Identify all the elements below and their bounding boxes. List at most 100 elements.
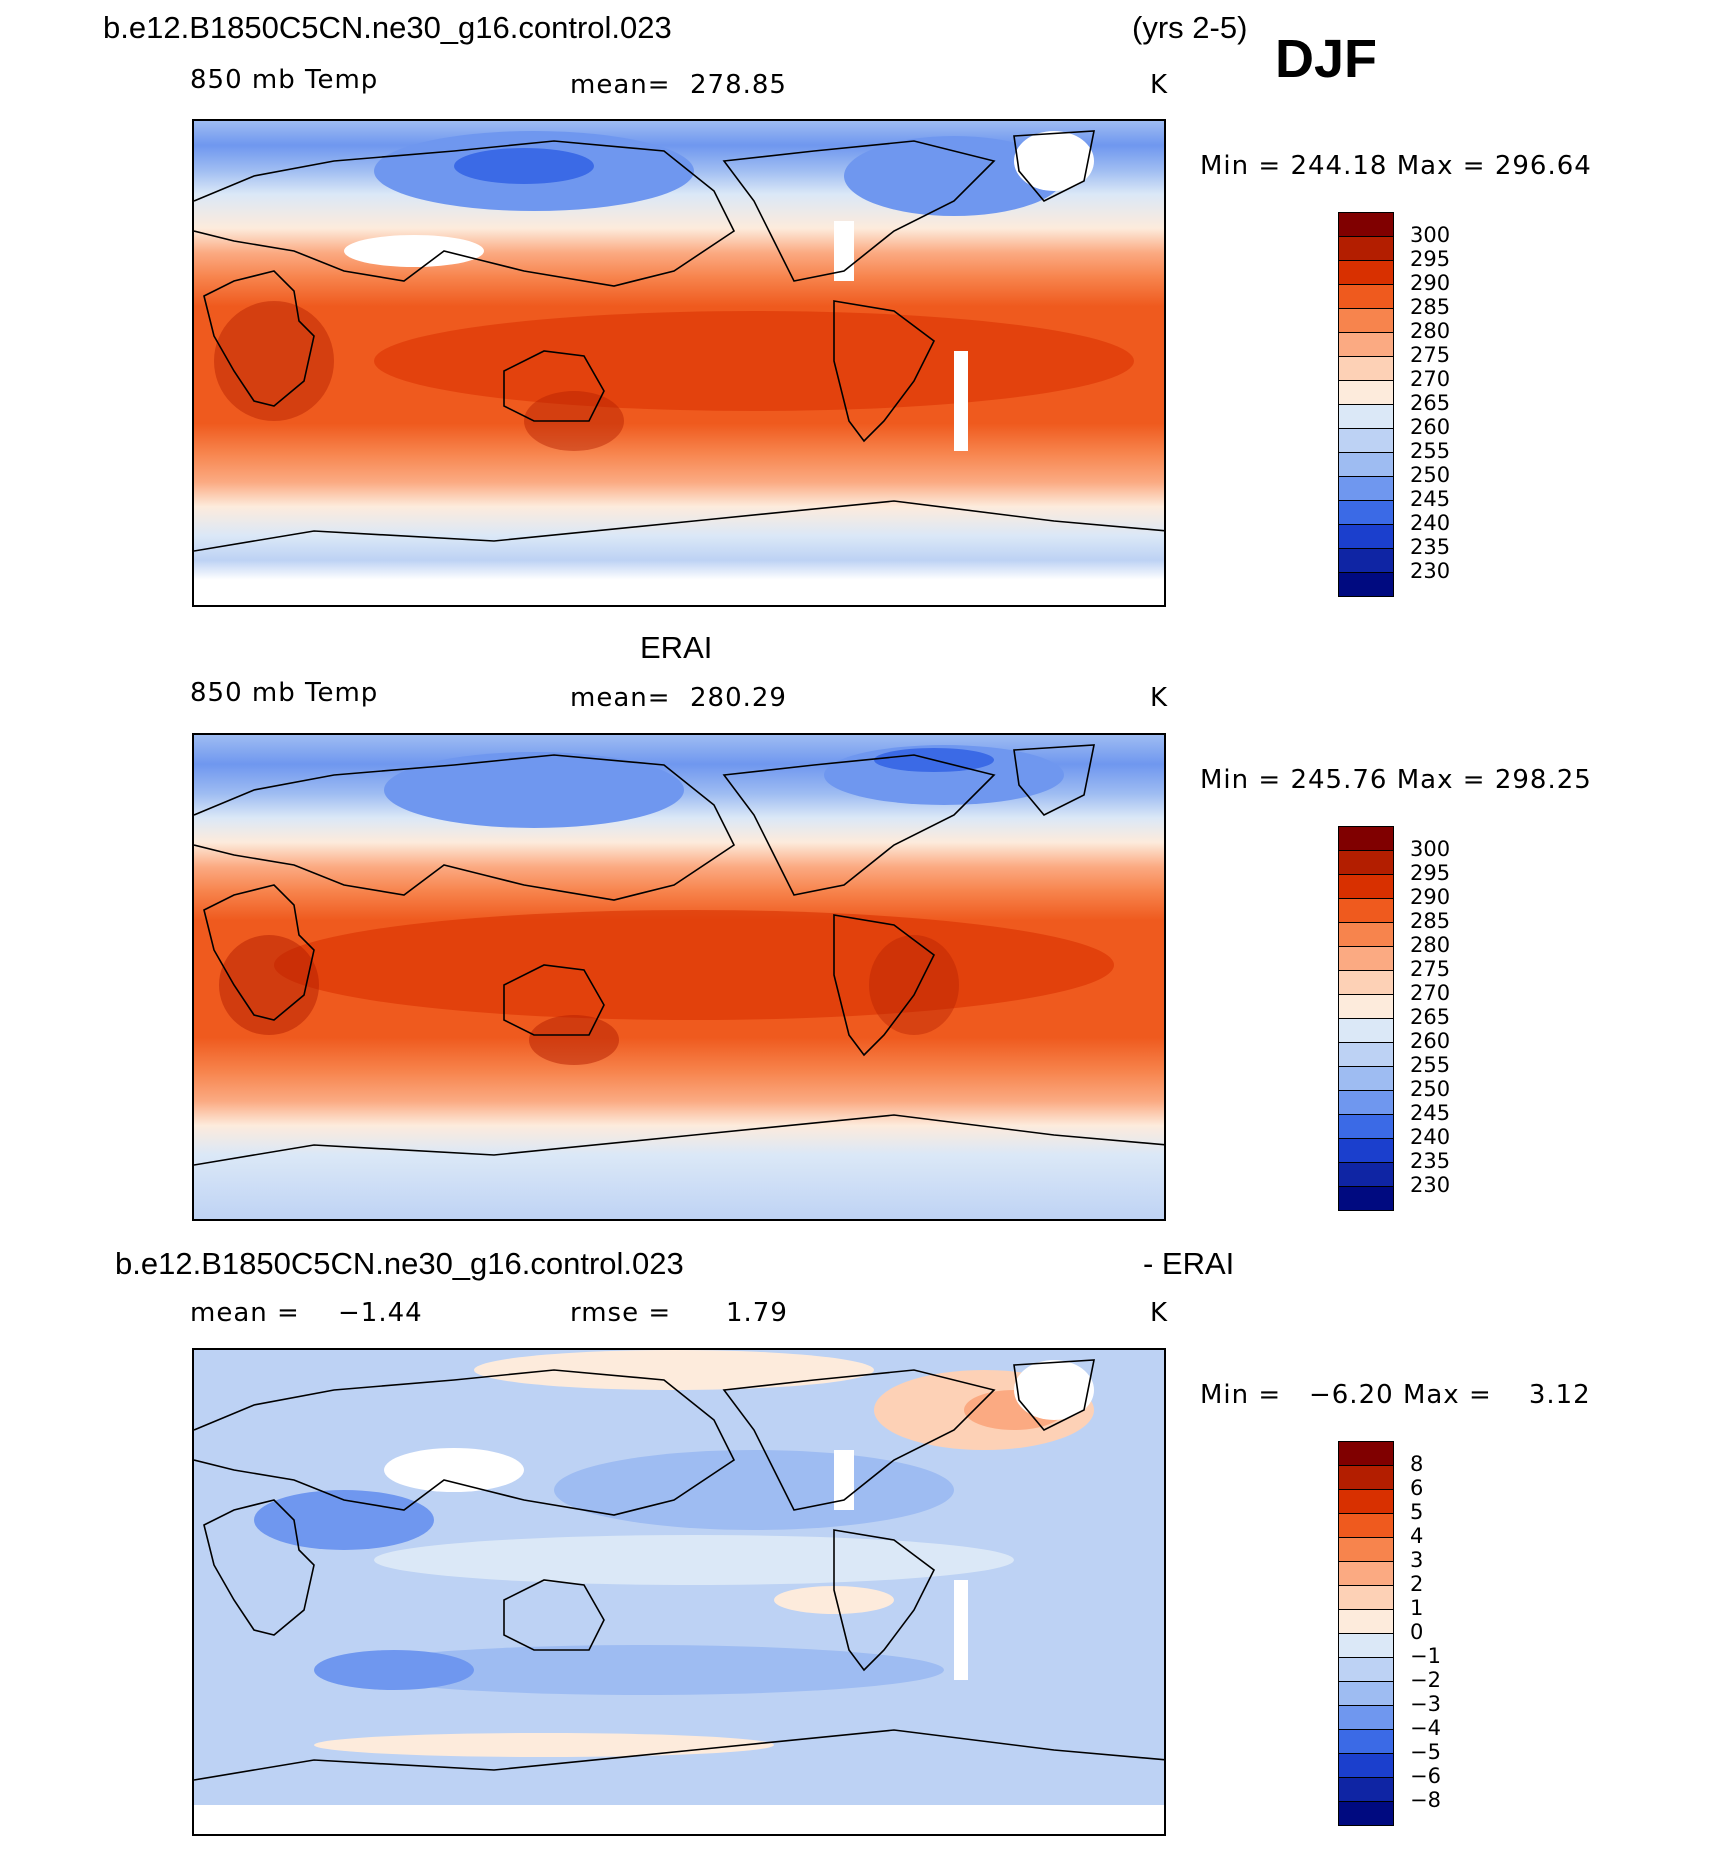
colorbar-swatch	[1338, 572, 1394, 597]
panel3-diff-arctic-warm	[474, 1350, 874, 1390]
panel3-diff-southern2	[314, 1650, 474, 1690]
panel3-diff-indian	[254, 1490, 434, 1550]
colorbar-tick-label: 290	[1410, 271, 1451, 295]
colorbar-swatch	[1338, 946, 1394, 971]
colorbar-tick-label: 1	[1410, 1596, 1424, 1620]
panel2-australia-coast	[503, 964, 605, 1036]
colorbar-tick-label: 280	[1410, 319, 1451, 343]
panel2-australia-hot	[529, 1015, 619, 1065]
panel3-max-label: Max	[1402, 1380, 1460, 1410]
colorbar-tick-label: 270	[1410, 367, 1451, 391]
colorbar-tick-label: −2	[1410, 1668, 1441, 1692]
colorbar-tick-label: 280	[1410, 933, 1451, 957]
colorbar-tick-label: −6	[1410, 1764, 1441, 1788]
panel2-minmax: Min = 245.76 Max = 298.25	[1200, 765, 1592, 795]
colorbar-swatch	[1338, 1753, 1394, 1778]
panel2-namerica-coast	[722, 754, 996, 896]
colorbar-tick-label: 230	[1410, 1173, 1451, 1197]
colorbar-swatch	[1338, 1681, 1394, 1706]
panel3-coastlines	[194, 1359, 1164, 1781]
colorbar-tick-label: 5	[1410, 1500, 1424, 1524]
years-label: (yrs 2-5)	[1132, 10, 1248, 45]
panel3-diff-southern-warm	[314, 1733, 774, 1757]
colorbar-tick-label: 275	[1410, 957, 1451, 981]
colorbar-tick-label: −5	[1410, 1740, 1441, 1764]
panel3-antarctica-coast	[194, 1729, 1164, 1781]
panel3-title-left: b.e12.B1850C5CN.ne30_g16.control.023	[115, 1246, 684, 1281]
season-label: DJF	[1275, 29, 1378, 89]
colorbar-swatch	[1338, 1138, 1394, 1163]
colorbar-tick-label: 235	[1410, 535, 1451, 559]
panel1-max-label: Max	[1396, 151, 1454, 181]
colorbar-swatch	[1338, 404, 1394, 429]
panel2-samerica-coast	[833, 914, 936, 1057]
colorbar-swatch	[1338, 1018, 1394, 1043]
panel1-min-value: 244.18	[1290, 151, 1388, 181]
colorbar-swatch	[1338, 356, 1394, 381]
panel2-africa-coast	[203, 884, 315, 1021]
panel3-africa-coast	[203, 1499, 315, 1636]
colorbar-tick-label: 6	[1410, 1476, 1424, 1500]
colorbar-tick-label: 245	[1410, 1101, 1451, 1125]
colorbar-tick-label: 260	[1410, 1029, 1451, 1053]
colorbar-tick-label: 240	[1410, 511, 1451, 535]
colorbar-tick-label: 300	[1410, 837, 1451, 861]
panel3-units: K	[1150, 1298, 1169, 1328]
colorbar-swatch	[1338, 308, 1394, 333]
colorbar-swatch	[1338, 826, 1394, 851]
colorbar-tick-label: 255	[1410, 439, 1451, 463]
panel1-australia-coast	[503, 350, 605, 422]
colorbar-swatch	[1338, 1441, 1394, 1466]
panel3-namerica-coast	[722, 1369, 996, 1511]
colorbar-swatch	[1338, 1705, 1394, 1730]
panel1-greenland-coast	[1013, 130, 1095, 202]
colorbar-tick-label: 4	[1410, 1524, 1424, 1548]
panel3-andes-missing	[954, 1580, 968, 1680]
colorbar-swatch	[1338, 428, 1394, 453]
panel2-max-label: Max	[1396, 765, 1454, 795]
colorbar-tick-label: 240	[1410, 1125, 1451, 1149]
panel1-africa-hot	[214, 301, 334, 421]
colorbar-swatch	[1338, 1114, 1394, 1139]
colorbar-swatch	[1338, 380, 1394, 405]
colorbar-tick-label: 255	[1410, 1053, 1451, 1077]
colorbar-tick-label: 295	[1410, 247, 1451, 271]
panel2-min-label: Min	[1200, 765, 1250, 795]
colorbar-swatch	[1338, 1729, 1394, 1754]
panel1-minmax: Min = 244.18 Max = 296.64	[1200, 151, 1592, 181]
colorbar-swatch	[1338, 1513, 1394, 1538]
panel1-cold-core	[454, 148, 594, 184]
colorbar-tick-label: 235	[1410, 1149, 1451, 1173]
panel1-tropics-warm	[374, 311, 1134, 411]
panel3-diff-southern	[344, 1645, 944, 1695]
panel1-max-value: 296.64	[1494, 151, 1592, 181]
colorbar-tick-label: 245	[1410, 487, 1451, 511]
panel3-mean-label: mean =	[190, 1298, 300, 1328]
panel2-samerica-hot	[869, 935, 959, 1035]
panel1-mean-label: mean=	[570, 70, 671, 100]
panel3-greenland-coast	[1013, 1359, 1095, 1431]
colorbar-tick-label: 270	[1410, 981, 1451, 1005]
panel1-units: K	[1150, 70, 1169, 100]
colorbar-tick-label: 8	[1410, 1452, 1424, 1476]
panel3-min-label: Min	[1200, 1380, 1250, 1410]
colorbar-swatch	[1338, 1465, 1394, 1490]
colorbar-swatch	[1338, 898, 1394, 923]
panel2-units: K	[1150, 683, 1169, 713]
panel2-coastlines	[194, 744, 1164, 1166]
colorbar-swatch	[1338, 1801, 1394, 1826]
panel1-africa-coast	[203, 270, 315, 407]
panel1-min-label: Min	[1200, 151, 1250, 181]
panel2-eurasia-coast	[194, 754, 736, 901]
panel2-mean-value: 280.29	[690, 683, 787, 713]
colorbar-swatch	[1338, 1090, 1394, 1115]
colorbar-swatch	[1338, 332, 1394, 357]
colorbar-swatch	[1338, 212, 1394, 237]
panel1-tibet-missing	[344, 235, 484, 267]
panel3-tibet-missing	[384, 1448, 524, 1492]
colorbar-swatch	[1338, 260, 1394, 285]
panel3-min-value: −6.20	[1308, 1380, 1394, 1410]
colorbar-swatch	[1338, 1609, 1394, 1634]
colorbar-swatch	[1338, 1066, 1394, 1091]
colorbar-tick-label: 290	[1410, 885, 1451, 909]
